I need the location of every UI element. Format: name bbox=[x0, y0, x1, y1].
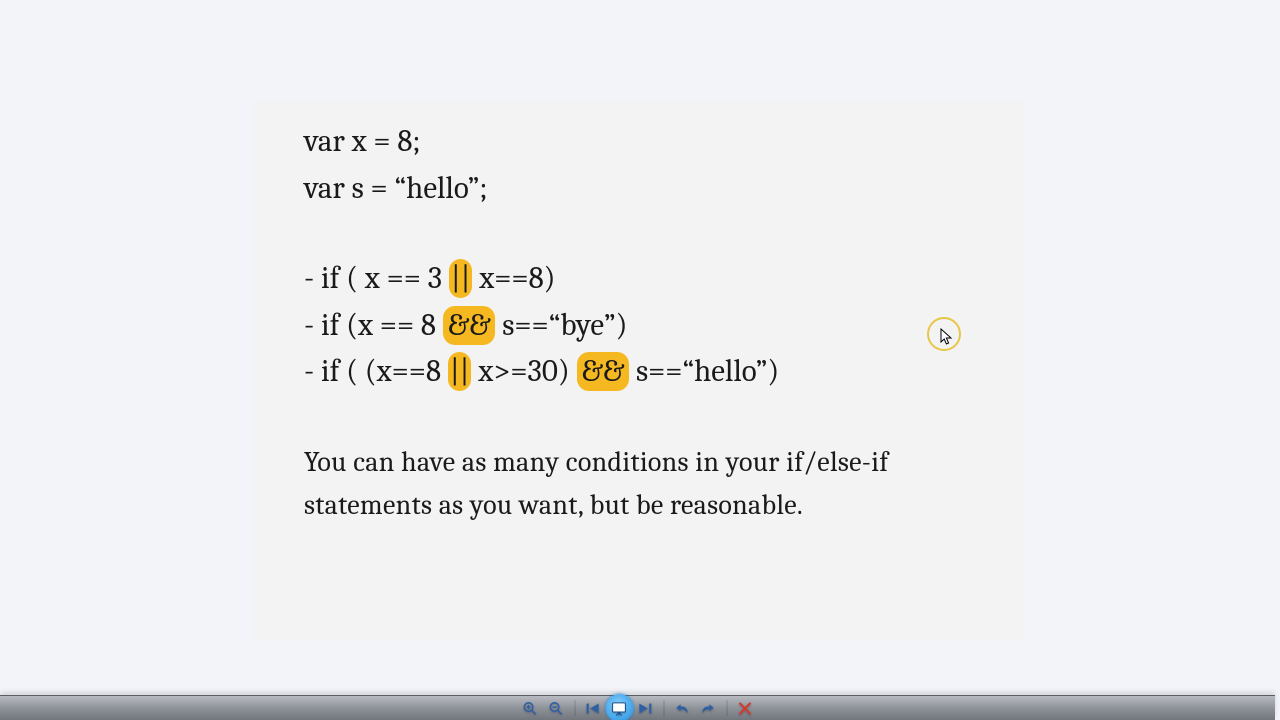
taskbar-separator bbox=[726, 700, 727, 716]
taskbar-separator bbox=[663, 700, 664, 716]
code-line-1: var x = 8; bbox=[304, 118, 978, 165]
zoom-in-icon bbox=[522, 700, 539, 717]
presentation-taskbar bbox=[0, 695, 1275, 720]
taskbar-controls bbox=[512, 696, 763, 720]
if2-pre: - if (x == 8 bbox=[304, 307, 443, 343]
code-block: var x = 8; var s = “hello”; - if ( x == … bbox=[304, 118, 978, 395]
if3-mid: x>=30) bbox=[471, 353, 576, 389]
if1-pre: - if ( x == 3 bbox=[304, 260, 449, 296]
end-show-button[interactable] bbox=[735, 698, 755, 718]
redo-button[interactable] bbox=[698, 698, 718, 718]
explanation-text: You can have as many conditions in your … bbox=[304, 441, 978, 528]
prev-icon bbox=[585, 700, 602, 717]
highlight-or-2: || bbox=[448, 352, 472, 391]
if2-post: s==“bye”) bbox=[495, 307, 627, 343]
close-icon bbox=[737, 700, 754, 717]
highlight-and-1: && bbox=[443, 306, 496, 345]
zoom-out-icon bbox=[548, 700, 565, 717]
undo-button[interactable] bbox=[672, 698, 692, 718]
zoom-in-button[interactable] bbox=[520, 698, 540, 718]
if3-pre: - if ( (x==8 bbox=[304, 353, 448, 389]
redo-icon bbox=[700, 700, 717, 717]
next-icon bbox=[637, 700, 654, 717]
code-line-if1: - if ( x == 3 || x==8) bbox=[304, 255, 978, 302]
app-background: var x = 8; var s = “hello”; - if ( x == … bbox=[0, 0, 1280, 720]
if1-post: x==8) bbox=[472, 260, 555, 296]
slideshow-button[interactable] bbox=[609, 698, 629, 718]
highlight-or-1: || bbox=[449, 259, 473, 298]
highlight-and-2: && bbox=[577, 352, 630, 391]
next-slide-button[interactable] bbox=[635, 698, 655, 718]
code-line-2: var s = “hello”; bbox=[304, 165, 978, 212]
code-line-if2: - if (x == 8 && s==“bye”) bbox=[304, 302, 978, 349]
slideshow-icon bbox=[611, 700, 628, 717]
if3-post: s==“hello”) bbox=[629, 353, 779, 389]
prev-slide-button[interactable] bbox=[583, 698, 603, 718]
slide-content: var x = 8; var s = “hello”; - if ( x == … bbox=[254, 100, 1024, 640]
zoom-out-button[interactable] bbox=[546, 698, 566, 718]
code-line-if3: - if ( (x==8 || x>=30) && s==“hello”) bbox=[304, 348, 978, 395]
undo-icon bbox=[674, 700, 691, 717]
taskbar-separator bbox=[574, 700, 575, 716]
